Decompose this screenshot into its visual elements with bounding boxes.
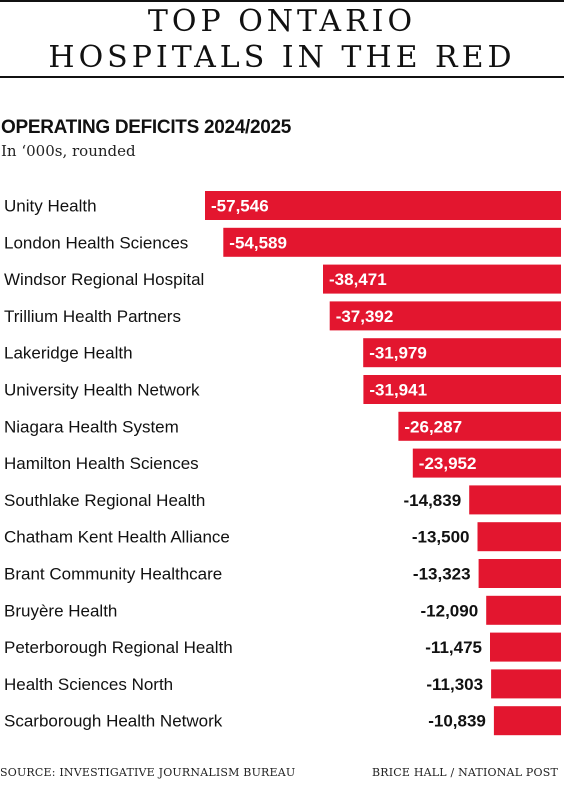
bar: [223, 227, 562, 257]
chart-title-line2: HOSPITALS IN THE RED: [48, 40, 516, 75]
bar: [486, 595, 561, 625]
category-label: Peterborough Regional Health: [4, 638, 233, 657]
category-label: Hamilton Health Sciences: [4, 454, 199, 473]
value-label: -14,839: [404, 491, 462, 510]
value-label: -31,979: [369, 344, 427, 363]
category-label: University Health Network: [4, 381, 200, 400]
value-label: -37,392: [336, 307, 394, 326]
bar: [363, 375, 561, 404]
bar: [398, 411, 561, 441]
credit-note: BRICE HALL / NATIONAL POST: [371, 766, 558, 779]
bar-chart: Unity Health -57,546 London Health Science…: [4, 191, 562, 736]
category-label: Unity Health: [4, 197, 97, 216]
category-label: Chatham Kent Health Alliance: [4, 528, 230, 547]
bar: [477, 522, 561, 552]
chart-subtitle: OPERATING DEFICITS 2024/2025: [1, 117, 292, 138]
category-label: Brant Community Healthcare: [4, 565, 222, 584]
category-label: Windsor Regional Hospital: [4, 270, 204, 289]
bar: [491, 669, 561, 699]
bar: [493, 706, 561, 736]
category-label: Lakeridge Health: [4, 344, 133, 363]
value-label: -13,500: [412, 528, 470, 547]
bar: [478, 559, 561, 588]
category-label: Scarborough Health Network: [4, 712, 223, 731]
bar: [363, 338, 561, 368]
category-label: Bruyère Health: [4, 601, 117, 620]
category-label: Niagara Health System: [4, 417, 179, 436]
bar: [205, 191, 561, 220]
value-label: -26,287: [404, 417, 462, 436]
chart-title-line1: TOP ONTARIO: [147, 4, 417, 39]
unit-note: In ‘000s, rounded: [1, 142, 136, 160]
category-label: London Health Sciences: [4, 233, 188, 252]
value-label: -11,475: [425, 638, 482, 657]
category-label: Southlake Regional Health: [4, 491, 205, 510]
chart-title: TOP ONTARIO HOSPITALS IN THE RED: [0, 4, 564, 76]
bar: [469, 485, 561, 515]
category-label: Health Sciences North: [4, 675, 173, 694]
value-label: -31,941: [369, 381, 427, 400]
value-label: -11,303: [426, 675, 483, 694]
category-label: Trillium Health Partners: [4, 307, 181, 326]
source-note: SOURCE: INVESTIGATIVE JOURNALISM BUREAU: [0, 766, 296, 779]
bar: [323, 264, 561, 294]
bar: [490, 632, 561, 662]
value-label: -12,090: [421, 601, 479, 620]
value-label: -10,839: [428, 712, 486, 731]
value-label: -38,471: [329, 270, 387, 289]
value-label: -13,323: [413, 565, 471, 584]
value-label: -57,546: [211, 197, 269, 216]
title-rule: [0, 76, 564, 78]
bar: [329, 301, 561, 331]
value-label: -23,952: [419, 454, 477, 473]
value-label: -54,589: [229, 233, 287, 252]
top-rule: [0, 0, 564, 2]
bar: [412, 448, 561, 478]
